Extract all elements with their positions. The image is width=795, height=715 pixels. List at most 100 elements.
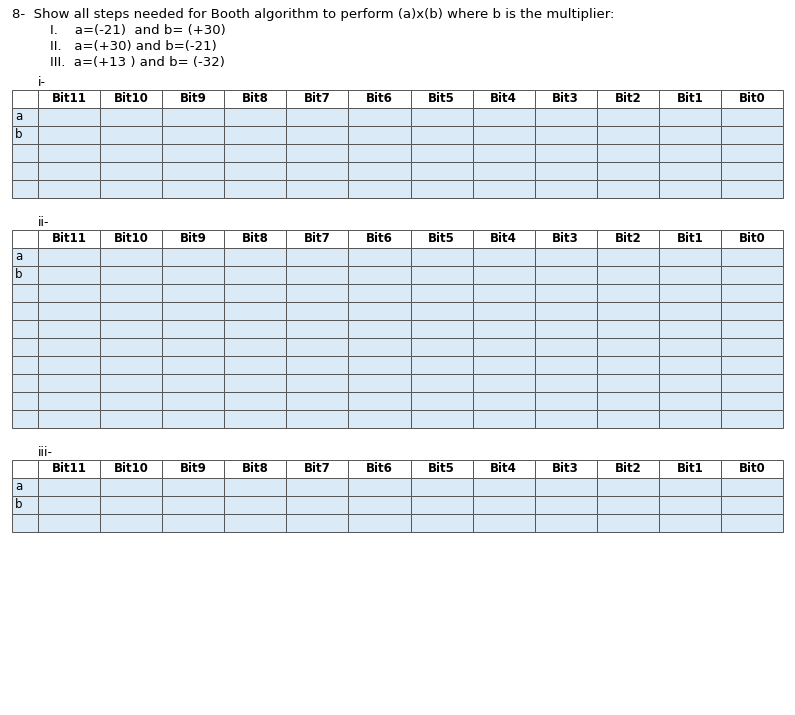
Bar: [162, 514, 224, 532]
Text: iii-: iii-: [38, 446, 53, 459]
Bar: [410, 374, 472, 392]
Text: Bit5: Bit5: [428, 92, 455, 106]
Text: Bit3: Bit3: [553, 463, 579, 475]
Bar: [38, 90, 100, 108]
Bar: [286, 302, 348, 320]
Text: Bit6: Bit6: [366, 463, 393, 475]
Bar: [410, 514, 472, 532]
Bar: [597, 284, 659, 302]
Bar: [597, 266, 659, 284]
Bar: [472, 302, 535, 320]
Bar: [286, 162, 348, 180]
Bar: [410, 356, 472, 374]
Bar: [659, 338, 721, 356]
Bar: [224, 338, 286, 356]
Bar: [38, 180, 100, 198]
Bar: [472, 320, 535, 338]
Bar: [12, 90, 38, 108]
Bar: [348, 284, 410, 302]
Bar: [410, 108, 472, 126]
Bar: [472, 374, 535, 392]
Bar: [38, 496, 100, 514]
Bar: [659, 284, 721, 302]
Bar: [12, 374, 38, 392]
Text: Bit10: Bit10: [114, 232, 149, 245]
Bar: [535, 514, 597, 532]
Bar: [100, 496, 162, 514]
Bar: [410, 126, 472, 144]
Text: Bit9: Bit9: [180, 232, 207, 245]
Bar: [659, 248, 721, 266]
Bar: [659, 162, 721, 180]
Bar: [472, 284, 535, 302]
Bar: [597, 90, 659, 108]
Bar: [721, 108, 783, 126]
Bar: [162, 374, 224, 392]
Text: Bit8: Bit8: [242, 232, 269, 245]
Bar: [535, 180, 597, 198]
Text: I.    a=(-21)  and b= (+30): I. a=(-21) and b= (+30): [50, 24, 226, 37]
Text: a: a: [15, 480, 22, 493]
Bar: [100, 478, 162, 496]
Text: Bit1: Bit1: [677, 463, 704, 475]
Bar: [659, 302, 721, 320]
Bar: [38, 514, 100, 532]
Bar: [597, 410, 659, 428]
Bar: [472, 108, 535, 126]
Text: Bit2: Bit2: [615, 92, 641, 106]
Bar: [100, 284, 162, 302]
Bar: [410, 496, 472, 514]
Bar: [535, 266, 597, 284]
Bar: [162, 180, 224, 198]
Bar: [286, 392, 348, 410]
Bar: [162, 410, 224, 428]
Bar: [38, 162, 100, 180]
Bar: [100, 248, 162, 266]
Bar: [535, 230, 597, 248]
Text: Bit7: Bit7: [304, 463, 331, 475]
Bar: [659, 356, 721, 374]
Text: Bit7: Bit7: [304, 92, 331, 106]
Bar: [100, 392, 162, 410]
Bar: [597, 302, 659, 320]
Text: Bit5: Bit5: [428, 463, 455, 475]
Bar: [38, 460, 100, 478]
Bar: [162, 320, 224, 338]
Text: Bit7: Bit7: [304, 232, 331, 245]
Bar: [224, 514, 286, 532]
Bar: [410, 248, 472, 266]
Text: II.   a=(+30) and b=(-21): II. a=(+30) and b=(-21): [50, 40, 217, 53]
Bar: [659, 90, 721, 108]
Bar: [286, 478, 348, 496]
Text: b: b: [15, 498, 22, 511]
Bar: [162, 266, 224, 284]
Bar: [38, 108, 100, 126]
Text: a: a: [15, 250, 22, 264]
Bar: [100, 144, 162, 162]
Bar: [472, 90, 535, 108]
Bar: [721, 460, 783, 478]
Text: Bit10: Bit10: [114, 463, 149, 475]
Bar: [659, 320, 721, 338]
Bar: [100, 108, 162, 126]
Bar: [721, 248, 783, 266]
Bar: [224, 284, 286, 302]
Bar: [12, 338, 38, 356]
Bar: [286, 90, 348, 108]
Bar: [286, 514, 348, 532]
Bar: [597, 338, 659, 356]
Text: i-: i-: [38, 76, 46, 89]
Bar: [659, 144, 721, 162]
Text: Bit1: Bit1: [677, 232, 704, 245]
Bar: [472, 514, 535, 532]
Bar: [348, 514, 410, 532]
Bar: [597, 144, 659, 162]
Bar: [535, 392, 597, 410]
Bar: [12, 162, 38, 180]
Bar: [224, 162, 286, 180]
Bar: [597, 374, 659, 392]
Bar: [348, 144, 410, 162]
Bar: [224, 320, 286, 338]
Bar: [100, 374, 162, 392]
Bar: [472, 162, 535, 180]
